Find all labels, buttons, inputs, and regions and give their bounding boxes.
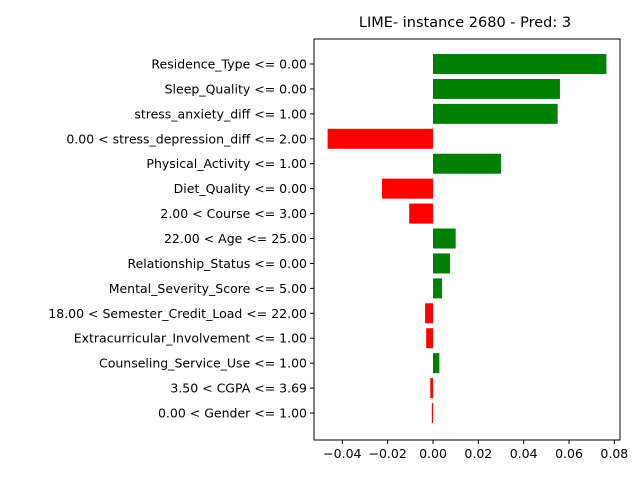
bar-4 (433, 153, 501, 174)
x-axis-ticks: −0.04 −0.02 0.00 0.02 0.04 0.06 0.08 (323, 440, 628, 461)
bar-8 (433, 253, 450, 274)
x-tick-label: −0.04 (323, 446, 361, 461)
y-tick-label: stress_anxiety_diff <= 1.00 (134, 106, 307, 121)
bar-9 (433, 278, 443, 299)
bars-group (327, 54, 607, 424)
y-tick-label: Diet_Quality <= 0.00 (174, 181, 307, 196)
bar-14 (431, 403, 433, 424)
y-tick-label: Physical_Activity <= 1.00 (146, 156, 307, 171)
y-tick-label: Counseling_Service_Use <= 1.00 (99, 356, 307, 371)
x-tick-label: 0.08 (600, 446, 628, 461)
y-tick-label: Extracurricular_Involvement <= 1.00 (74, 331, 307, 346)
y-tick-label: 3.50 < CGPA <= 3.69 (170, 381, 307, 396)
x-tick-label: 0.00 (419, 446, 447, 461)
bar-12 (433, 353, 440, 374)
y-tick-label: Residence_Type <= 0.00 (151, 57, 307, 72)
y-tick-label: 0.00 < Gender <= 1.00 (158, 406, 307, 421)
bar-0 (433, 54, 607, 74)
bar-1 (433, 78, 560, 99)
x-tick-label: −0.02 (369, 446, 407, 461)
bar-10 (425, 303, 433, 324)
bar-7 (433, 228, 456, 249)
y-tick-label: Mental_Severity_Score <= 5.00 (109, 281, 307, 296)
x-tick-label: 0.04 (510, 446, 538, 461)
x-tick-label: 0.06 (555, 446, 583, 461)
y-tick-label: 2.00 < Course <= 3.00 (160, 206, 307, 221)
y-tick-label: 22.00 < Age <= 25.00 (164, 231, 307, 246)
bar-6 (409, 203, 433, 224)
bar-11 (426, 328, 433, 349)
y-tick-label: Sleep_Quality <= 0.00 (165, 81, 307, 96)
y-axis-ticks: Residence_Type <= 0.00 Sleep_Quality <= 0… (48, 57, 314, 421)
bar-5 (382, 178, 433, 199)
plot-frame (313, 38, 621, 441)
y-tick-label: 0.00 < stress_depression_diff <= 2.00 (66, 131, 307, 146)
y-tick-label: Relationship_Status <= 0.00 (127, 256, 307, 271)
bar-13 (430, 378, 433, 399)
chart-title: LIME- instance 2680 - Pred: 3 (359, 15, 571, 31)
bar-2 (433, 103, 558, 124)
y-tick-label: 18.00 < Semester_Credit_Load <= 22.00 (48, 306, 307, 321)
bar-3 (327, 128, 433, 149)
x-tick-label: 0.02 (464, 446, 492, 461)
